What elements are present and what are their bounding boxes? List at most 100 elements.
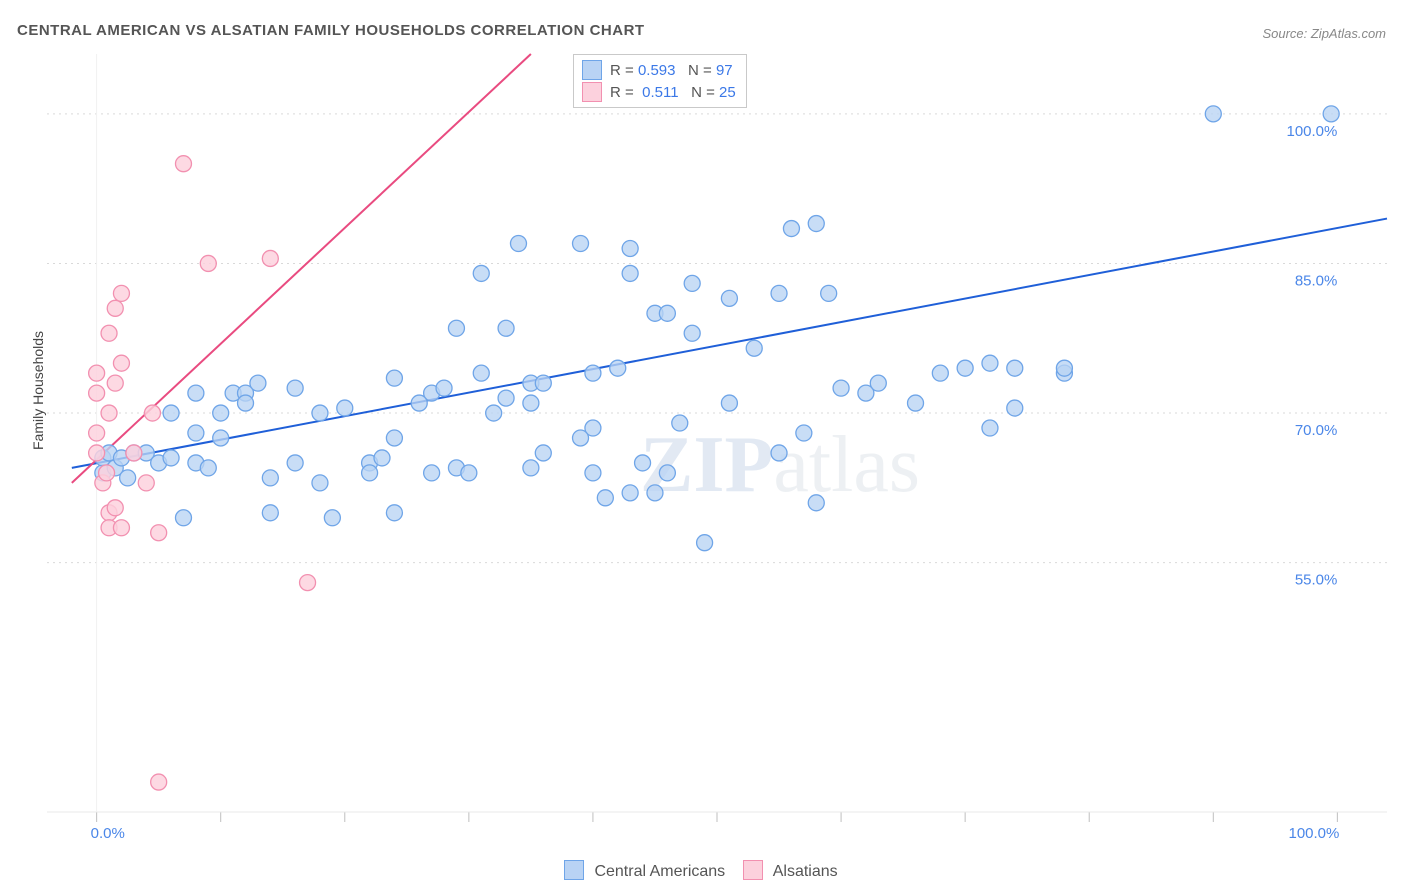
y-tick-label: 70.0% [1295, 422, 1338, 439]
source-label: Source: ZipAtlas.com [1262, 26, 1386, 41]
scatter-point [362, 465, 378, 481]
scatter-point [312, 405, 328, 421]
scatter-point [982, 355, 998, 371]
legend-r-value-1: 0.593 [638, 62, 676, 79]
legend-r-label: R = [610, 62, 634, 79]
y-tick-label: 55.0% [1295, 572, 1338, 589]
scatter-point [783, 221, 799, 237]
scatter-point [262, 505, 278, 521]
scatter-point [771, 285, 787, 301]
scatter-point [697, 535, 713, 551]
y-tick-label: 100.0% [1286, 123, 1337, 140]
y-tick-label: 85.0% [1295, 272, 1338, 289]
scatter-point [635, 455, 651, 471]
legend-item-1: Central Americans [564, 860, 725, 881]
scatter-point [746, 340, 762, 356]
scatter-point [120, 470, 136, 486]
scatter-point [188, 425, 204, 441]
scatter-point [721, 395, 737, 411]
scatter-point [89, 425, 105, 441]
legend-swatch-pink-bottom [743, 860, 763, 880]
scatter-point [821, 285, 837, 301]
scatter-point [107, 300, 123, 316]
scatter-point [411, 395, 427, 411]
scatter-point [796, 425, 812, 441]
scatter-point [473, 365, 489, 381]
scatter-point [89, 385, 105, 401]
legend-row-1: R = 0.593 N = 97 [582, 59, 736, 81]
scatter-point [213, 430, 229, 446]
scatter-point [523, 395, 539, 411]
legend-r-label-2: R = [610, 84, 634, 101]
scatter-point [721, 290, 737, 306]
scatter-point [510, 236, 526, 252]
scatter-point [262, 250, 278, 266]
scatter-point [982, 420, 998, 436]
scatter-point [461, 465, 477, 481]
x-tick-label: 100.0% [1288, 825, 1339, 842]
scatter-point [107, 500, 123, 516]
legend-row-2: R = 0.511 N = 25 [582, 81, 736, 103]
scatter-plot-svg: 55.0% 70.0% 85.0% 100.0% 0.0% 100.0% [45, 52, 1389, 844]
scatter-point [287, 380, 303, 396]
scatter-point [89, 365, 105, 381]
legend-item-2: Alsatians [743, 860, 837, 881]
scatter-point [386, 370, 402, 386]
scatter-point [151, 774, 167, 790]
scatter-point [870, 375, 886, 391]
legend-n-label-2: N = [691, 84, 715, 101]
scatter-point [573, 236, 589, 252]
scatter-point [473, 265, 489, 281]
scatter-point [188, 385, 204, 401]
legend-n-value-1: 97 [716, 62, 733, 79]
x-tick-label: 0.0% [91, 825, 125, 842]
legend-n-value-2: 25 [719, 84, 736, 101]
scatter-point [312, 475, 328, 491]
scatter-point [113, 355, 129, 371]
scatter-point [113, 520, 129, 536]
scatter-point [89, 445, 105, 461]
scatter-point [151, 525, 167, 541]
scatter-plot: 55.0% 70.0% 85.0% 100.0% 0.0% 100.0% [45, 52, 1389, 844]
legend-swatch-pink [582, 82, 602, 102]
scatter-point [213, 405, 229, 421]
scatter-point [200, 460, 216, 476]
scatter-point [163, 450, 179, 466]
scatter-point [622, 240, 638, 256]
scatter-point [424, 465, 440, 481]
scatter-point [523, 460, 539, 476]
scatter-point [324, 510, 340, 526]
series-legend: Central Americans Alsatians [564, 860, 838, 881]
scatter-point [1007, 400, 1023, 416]
legend-swatch-blue [582, 60, 602, 80]
scatter-point [597, 490, 613, 506]
chart-title: CENTRAL AMERICAN VS ALSATIAN FAMILY HOUS… [17, 22, 645, 39]
scatter-point [287, 455, 303, 471]
legend-item-1-label: Central Americans [594, 863, 725, 880]
scatter-point [250, 375, 266, 391]
scatter-point [1056, 360, 1072, 376]
scatter-point [262, 470, 278, 486]
scatter-point [107, 375, 123, 391]
scatter-point [113, 285, 129, 301]
scatter-point [1323, 106, 1339, 122]
y-axis-label: Family Households [30, 331, 46, 450]
scatter-point [908, 395, 924, 411]
scatter-point [163, 405, 179, 421]
scatter-point [1007, 360, 1023, 376]
scatter-point [684, 275, 700, 291]
scatter-point [300, 575, 316, 591]
scatter-point [684, 325, 700, 341]
scatter-point [175, 510, 191, 526]
scatter-point [622, 485, 638, 501]
scatter-point [833, 380, 849, 396]
scatter-point [175, 156, 191, 172]
legend-item-2-label: Alsatians [773, 863, 838, 880]
scatter-point [337, 400, 353, 416]
scatter-point [808, 216, 824, 232]
scatter-point [498, 390, 514, 406]
correlation-legend: R = 0.593 N = 97 R = 0.511 N = 25 [573, 54, 747, 108]
scatter-point [238, 395, 254, 411]
scatter-point [672, 415, 688, 431]
scatter-point [436, 380, 452, 396]
